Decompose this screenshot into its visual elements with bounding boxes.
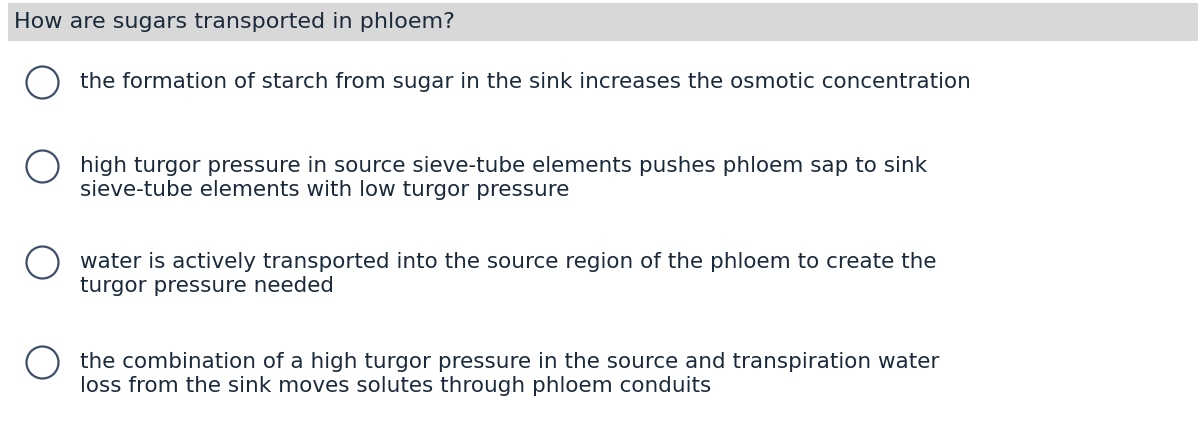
Text: the combination of a high turgor pressure in the source and transpiration water: the combination of a high turgor pressur…	[80, 352, 940, 372]
Point	[32, 79, 52, 86]
Point	[32, 163, 52, 170]
Text: loss from the sink moves solutes through phloem conduits: loss from the sink moves solutes through…	[80, 376, 712, 396]
Text: high turgor pressure in source sieve-tube elements pushes phloem sap to sink: high turgor pressure in source sieve-tub…	[80, 156, 928, 176]
Point	[32, 259, 52, 266]
Text: water is actively transported into the source region of the phloem to create the: water is actively transported into the s…	[80, 252, 936, 272]
FancyBboxPatch shape	[8, 3, 1198, 41]
Point	[32, 358, 52, 365]
Text: sieve-tube elements with low turgor pressure: sieve-tube elements with low turgor pres…	[80, 180, 569, 200]
Text: How are sugars transported in phloem?: How are sugars transported in phloem?	[14, 12, 455, 32]
Text: turgor pressure needed: turgor pressure needed	[80, 276, 334, 296]
Text: the formation of starch from sugar in the sink increases the osmotic concentrati: the formation of starch from sugar in th…	[80, 72, 971, 92]
